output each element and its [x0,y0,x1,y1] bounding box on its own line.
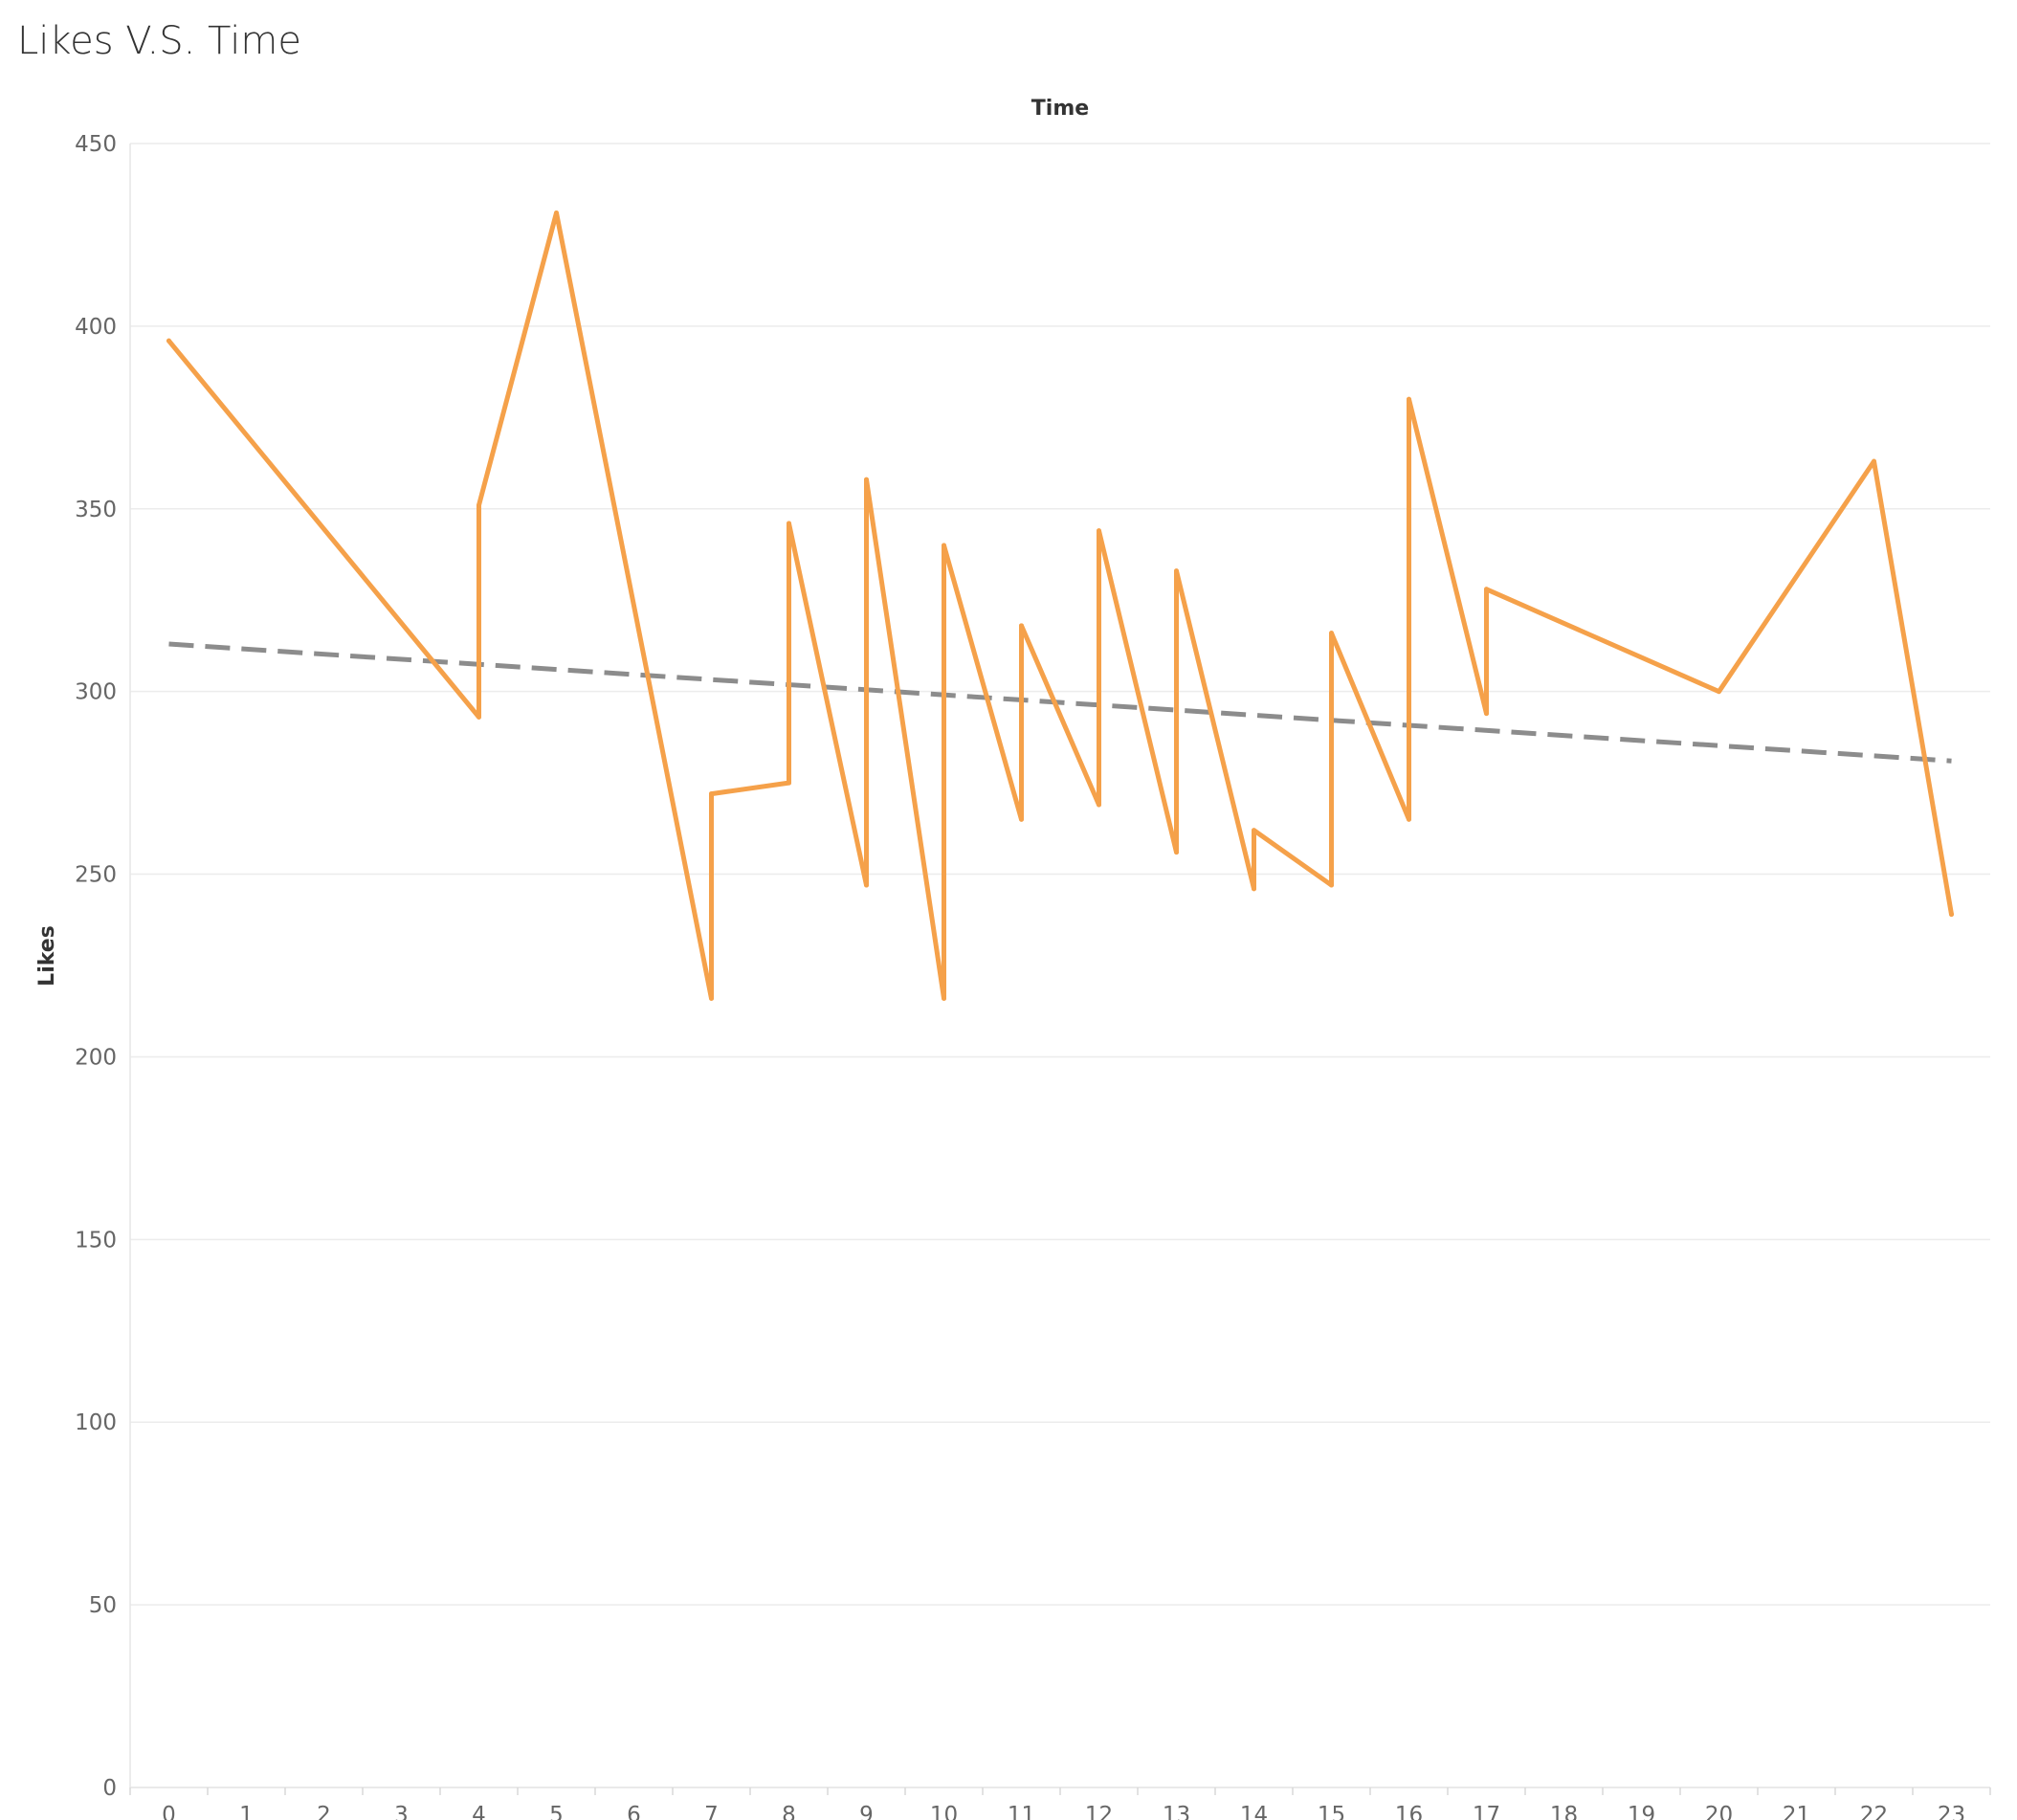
y-tick-label: 50 [89,1593,117,1618]
data-point [1329,882,1334,888]
data-point [1174,850,1179,855]
x-tick-label: 0 [162,1803,176,1820]
x-tick-label: 17 [1473,1803,1500,1820]
y-tick-label: 350 [75,498,117,522]
data-point [709,995,714,1001]
x-tick-label: 5 [549,1803,564,1820]
data-point [1097,528,1101,534]
x-tick-label: 15 [1318,1803,1345,1820]
data-point [1484,587,1489,592]
data-point [1097,802,1101,808]
data-point [864,477,869,482]
x-tick-label: 1 [239,1803,254,1820]
data-point [864,882,869,888]
data-point [1949,912,1954,918]
x-tick-label: 10 [930,1803,958,1820]
data-point [1019,816,1024,822]
data-point [1252,828,1256,833]
data-point [1407,816,1411,822]
data-point [166,338,171,344]
x-tick-label: 22 [1860,1803,1888,1820]
trend-line [168,641,1952,764]
y-tick-label: 200 [75,1045,117,1070]
axes [129,144,1991,1795]
data-point [942,995,946,1001]
x-tick-label: 16 [1395,1803,1423,1820]
data-point [1329,631,1334,636]
data-point [709,791,714,797]
data-point [477,714,481,720]
trend-line-layer [168,641,1952,764]
y-tick-label: 0 [102,1776,117,1801]
data-point [1484,711,1489,717]
x-tick-label: 18 [1550,1803,1578,1820]
x-tick-label: 9 [859,1803,874,1820]
x-tick-label: 14 [1240,1803,1268,1820]
x-tick-label: 3 [394,1803,409,1820]
y-tick-label: 100 [75,1410,117,1435]
x-tick-label: 23 [1938,1803,1965,1820]
x-tick-label: 7 [704,1803,719,1820]
data-point [1717,689,1721,695]
y-axis-title: Likes [35,925,59,987]
likes-series-line [166,211,1954,1001]
data-point [942,543,946,548]
x-tick-label: 8 [782,1803,796,1820]
data-point [787,780,791,786]
y-tick-label: 150 [75,1228,117,1253]
data-point [1252,886,1256,892]
x-tick-label: 2 [317,1803,331,1820]
chart-title: Likes V.S. Time [17,19,301,63]
x-tick-label: 6 [627,1803,641,1820]
grid-lines [130,143,1990,1788]
x-tick-label: 4 [472,1803,486,1820]
data-point [1019,623,1024,629]
x-tick-label: 13 [1163,1803,1190,1820]
data-point [1872,458,1876,464]
data-point [554,211,559,216]
x-tick-label: 11 [1008,1803,1035,1820]
x-tick-label: 19 [1628,1803,1655,1820]
x-tick-label: 21 [1783,1803,1810,1820]
y-tick-label: 250 [75,863,117,888]
y-tick-label: 450 [75,132,117,157]
data-point [1174,568,1179,574]
x-tick-label: 12 [1085,1803,1113,1820]
data-point [1407,396,1411,402]
data-point [787,521,791,526]
y-tick-label: 400 [75,315,117,340]
series-layer [166,211,1954,1001]
x-axis-title: Time [1031,97,1089,121]
y-tick-label: 300 [75,680,117,705]
x-tick-label: 20 [1705,1803,1733,1820]
data-point [477,502,481,508]
